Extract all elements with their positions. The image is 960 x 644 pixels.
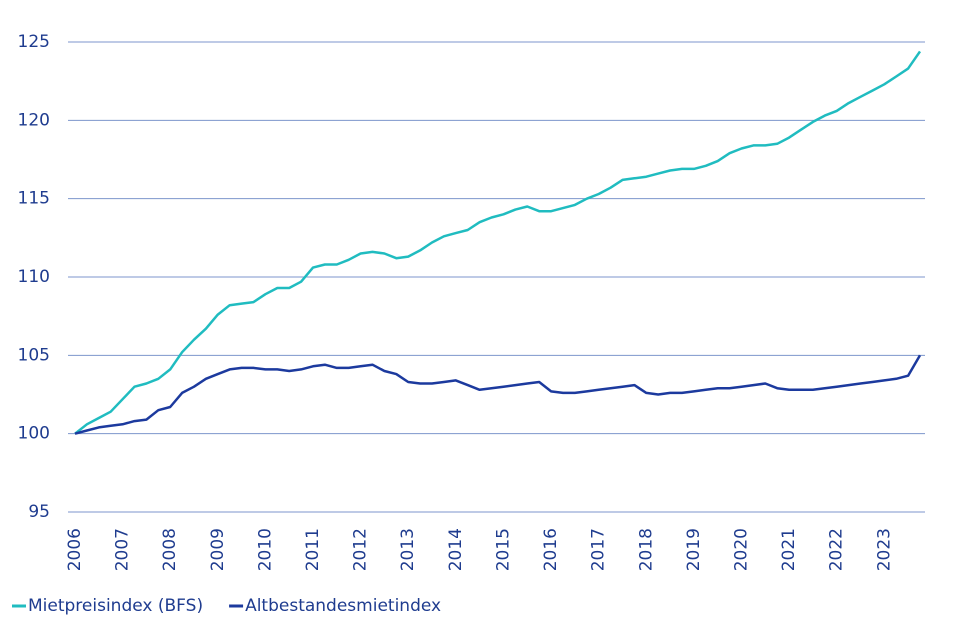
x-tick-label: 2013 bbox=[398, 528, 418, 571]
y-tick-label: 125 bbox=[18, 32, 50, 52]
x-tick-label: 2007 bbox=[113, 528, 133, 571]
x-tick-label: 2020 bbox=[731, 528, 751, 571]
x-tick-label: 2014 bbox=[446, 528, 466, 571]
x-tick-label: 2016 bbox=[541, 528, 561, 571]
x-tick-label: 2018 bbox=[636, 528, 656, 571]
y-tick-label: 95 bbox=[28, 502, 50, 522]
x-tick-label: 2021 bbox=[779, 528, 799, 571]
y-tick-label: 105 bbox=[18, 345, 50, 365]
x-tick-label: 2017 bbox=[589, 528, 609, 571]
y-tick-label: 110 bbox=[18, 267, 50, 287]
y-tick-label: 120 bbox=[18, 110, 50, 130]
legend-label: Mietpreisindex (BFS) bbox=[28, 596, 203, 616]
series-line bbox=[74, 50, 922, 435]
x-tick-label: 2023 bbox=[874, 528, 894, 571]
x-tick-label: 2012 bbox=[351, 528, 371, 571]
x-tick-label: 2006 bbox=[65, 528, 85, 571]
x-tick-label: 2015 bbox=[493, 528, 513, 571]
y-tick-label: 115 bbox=[18, 189, 50, 209]
x-tick-label: 2019 bbox=[684, 528, 704, 571]
x-tick-label: 2022 bbox=[827, 528, 847, 571]
series-line bbox=[74, 354, 922, 435]
x-tick-label: 2009 bbox=[208, 528, 228, 571]
legend-label: Altbestandesmietindex bbox=[245, 596, 441, 616]
x-tick-label: 2011 bbox=[303, 528, 323, 571]
x-tick-label: 2010 bbox=[255, 528, 275, 571]
y-tick-label: 100 bbox=[18, 424, 50, 444]
x-tick-label: 2008 bbox=[160, 528, 180, 571]
